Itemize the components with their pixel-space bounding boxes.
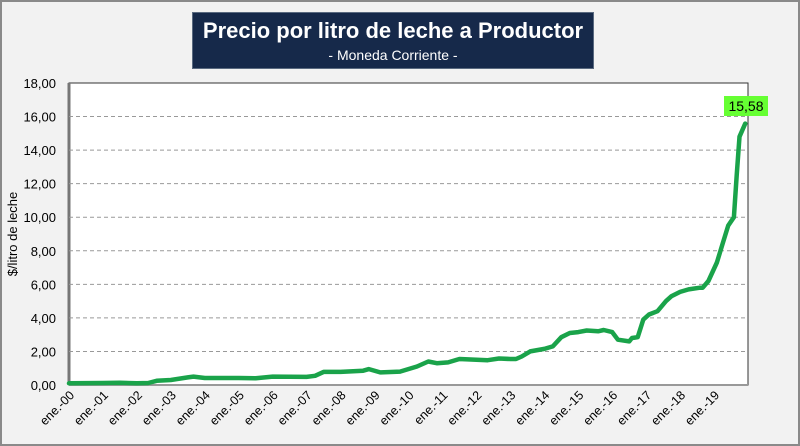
x-tick-label: ene.-15 xyxy=(546,388,586,428)
x-tick-label: ene.-06 xyxy=(241,388,281,428)
y-tick-label: 6,00 xyxy=(31,277,56,292)
x-tick-label: ene.-04 xyxy=(173,388,213,428)
y-tick-label: 16,00 xyxy=(23,110,56,125)
x-tick-label: ene.-18 xyxy=(648,388,688,428)
y-tick-label: 12,00 xyxy=(23,177,56,192)
x-tick-label: ene.-17 xyxy=(614,388,654,428)
y-tick-label: 14,00 xyxy=(23,143,56,158)
y-tick-label: 4,00 xyxy=(31,311,56,326)
x-tick-label: ene.-01 xyxy=(71,388,111,428)
y-tick-label: 0,00 xyxy=(31,378,56,393)
x-tick-label: ene.-05 xyxy=(207,388,247,428)
x-tick-label: ene.-16 xyxy=(580,388,620,428)
x-tick-label: ene.-14 xyxy=(513,388,553,428)
y-tick-label: 18,00 xyxy=(23,76,56,91)
y-axis-label: $/litro de leche xyxy=(5,192,20,277)
x-tick-label: ene.-02 xyxy=(105,388,145,428)
x-tick-label: ene.-07 xyxy=(275,388,315,428)
x-tick-label: ene.-03 xyxy=(139,388,179,428)
chart-subtitle: - Moneda Corriente - xyxy=(328,47,458,63)
x-tick-label: ene.-13 xyxy=(479,388,519,428)
x-tick-label: ene.-08 xyxy=(309,388,349,428)
y-tick-label: 10,00 xyxy=(23,210,56,225)
x-tick-label: ene.-11 xyxy=(411,388,450,427)
x-tick-label: ene.-00 xyxy=(37,388,77,428)
x-tick-label: ene.-09 xyxy=(343,388,383,428)
y-tick-label: 2,00 xyxy=(31,344,56,359)
y-tick-label: 8,00 xyxy=(31,244,56,259)
x-tick-label: ene.-12 xyxy=(445,388,485,428)
chart-title: Precio por litro de leche a Productor xyxy=(202,18,584,43)
last-value-label-bg xyxy=(724,96,768,116)
title-box: Precio por litro de leche a Productor - … xyxy=(192,12,594,69)
last-value-label: 15,58 xyxy=(728,98,763,114)
x-tick-label: ene.-10 xyxy=(377,388,417,428)
x-tick-label: ene.-19 xyxy=(682,388,722,428)
plot-area xyxy=(68,82,749,386)
